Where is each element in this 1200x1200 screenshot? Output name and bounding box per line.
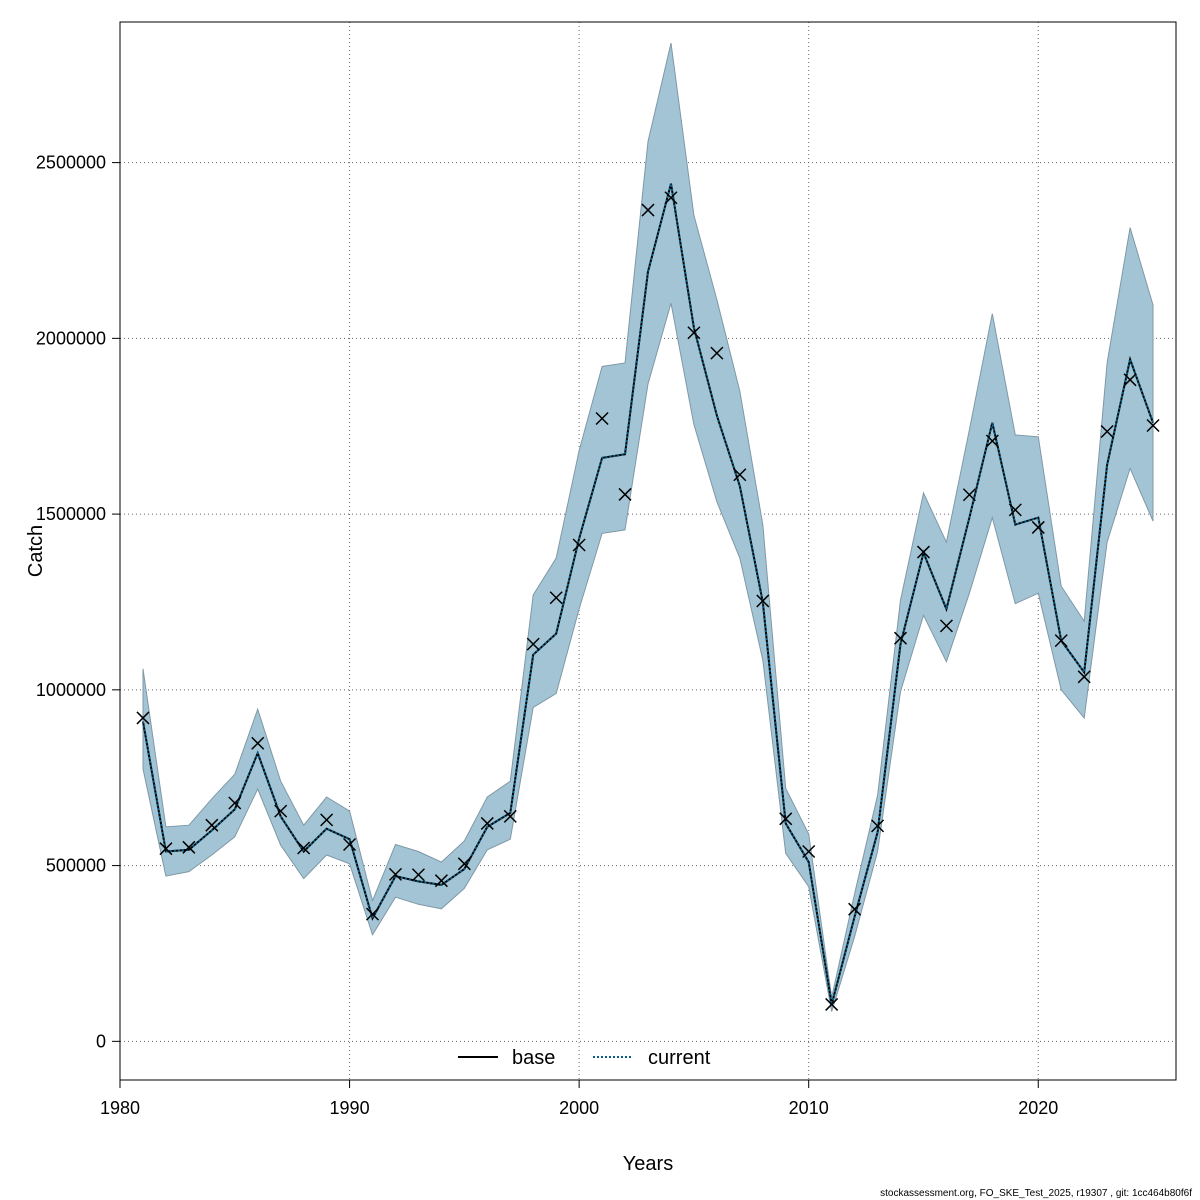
- observed-markers: [136, 191, 1160, 1011]
- observed-point-2004: [664, 191, 678, 205]
- observed-point-1994: [434, 874, 448, 888]
- observed-point-2000: [572, 538, 586, 552]
- observed-point-2010: [802, 844, 816, 859]
- observed-point-1984: [205, 818, 219, 832]
- observed-point-2015: [916, 545, 931, 559]
- legend: base current: [458, 1047, 711, 1069]
- observed-point-2017: [962, 488, 976, 502]
- legend-label-base: base: [512, 1047, 555, 1069]
- observed-point-2014: [893, 631, 908, 645]
- x-axis-title: Years: [623, 1153, 673, 1175]
- y-axis: 0 500000 1000000 1500000 2000000 2500000: [36, 153, 121, 1051]
- observed-point-2018: [985, 434, 999, 448]
- observed-point-2009: [779, 812, 793, 826]
- observed-point-2012: [848, 902, 862, 916]
- y-tick-label-0: 0: [96, 1031, 106, 1051]
- observed-point-1999: [549, 591, 563, 605]
- observed-point-2001: [595, 411, 609, 426]
- observed-point-1995: [457, 857, 471, 871]
- x-tick-label-2000: 2000: [559, 1098, 599, 1118]
- observed-point-2024: [1123, 373, 1137, 387]
- x-tick-label-1990: 1990: [330, 1098, 370, 1118]
- x-axis: 1980 1990 2000 2010 2020: [100, 1079, 1058, 1118]
- observed-point-1983: [182, 840, 196, 854]
- observed-point-2020: [1031, 520, 1045, 534]
- x-tick-label-1980: 1980: [100, 1098, 140, 1118]
- observed-point-2002: [618, 487, 632, 501]
- y-tick-label-2000000: 2000000: [36, 328, 106, 348]
- observed-point-2003: [641, 203, 655, 217]
- observed-point-2011: [825, 997, 839, 1011]
- confidence-band-area: [142, 42, 1154, 1012]
- legend-label-current: current: [648, 1047, 711, 1069]
- observed-point-1990: [343, 837, 357, 852]
- observed-point-2006: [710, 346, 724, 360]
- observed-point-2019: [1008, 503, 1022, 517]
- y-tick-label-2500000: 2500000: [36, 153, 106, 173]
- footer-credit: stockassessment.org, FO_SKE_Test_2025, r…: [880, 1188, 1192, 1199]
- observed-point-1992: [388, 867, 403, 881]
- observed-point-2021: [1054, 634, 1068, 648]
- observed-point-2007: [733, 468, 747, 482]
- confidence-band: [142, 42, 1154, 1012]
- observed-point-2023: [1100, 424, 1114, 439]
- observed-point-1993: [411, 868, 425, 882]
- observed-point-1998: [526, 637, 540, 651]
- observed-point-2022: [1077, 670, 1091, 684]
- observed-point-1988: [297, 841, 311, 855]
- observed-point-1989: [320, 813, 334, 827]
- observed-point-1982: [159, 842, 173, 856]
- x-tick-label-2020: 2020: [1018, 1098, 1058, 1118]
- observed-point-1981: [136, 711, 150, 725]
- x-tick-label-2010: 2010: [789, 1098, 829, 1118]
- observed-point-1996: [480, 816, 494, 830]
- observed-point-2025: [1146, 418, 1160, 433]
- observed-point-1986: [251, 736, 265, 750]
- series-line-current: [142, 183, 1154, 1005]
- observed-point-2013: [871, 819, 885, 833]
- observed-point-1985: [228, 796, 242, 810]
- observed-point-1997: [503, 809, 517, 823]
- y-tick-label-1000000: 1000000: [36, 680, 106, 700]
- y-tick-label-500000: 500000: [46, 856, 106, 876]
- y-axis-title: Catch: [25, 525, 47, 577]
- observed-point-2005: [687, 326, 701, 340]
- observed-point-2016: [939, 619, 953, 633]
- observed-point-1991: [365, 907, 380, 921]
- y-tick-label-1500000: 1500000: [36, 504, 106, 524]
- series-lines: [142, 183, 1154, 1005]
- observed-point-2008: [756, 594, 770, 608]
- observed-point-1987: [274, 804, 288, 818]
